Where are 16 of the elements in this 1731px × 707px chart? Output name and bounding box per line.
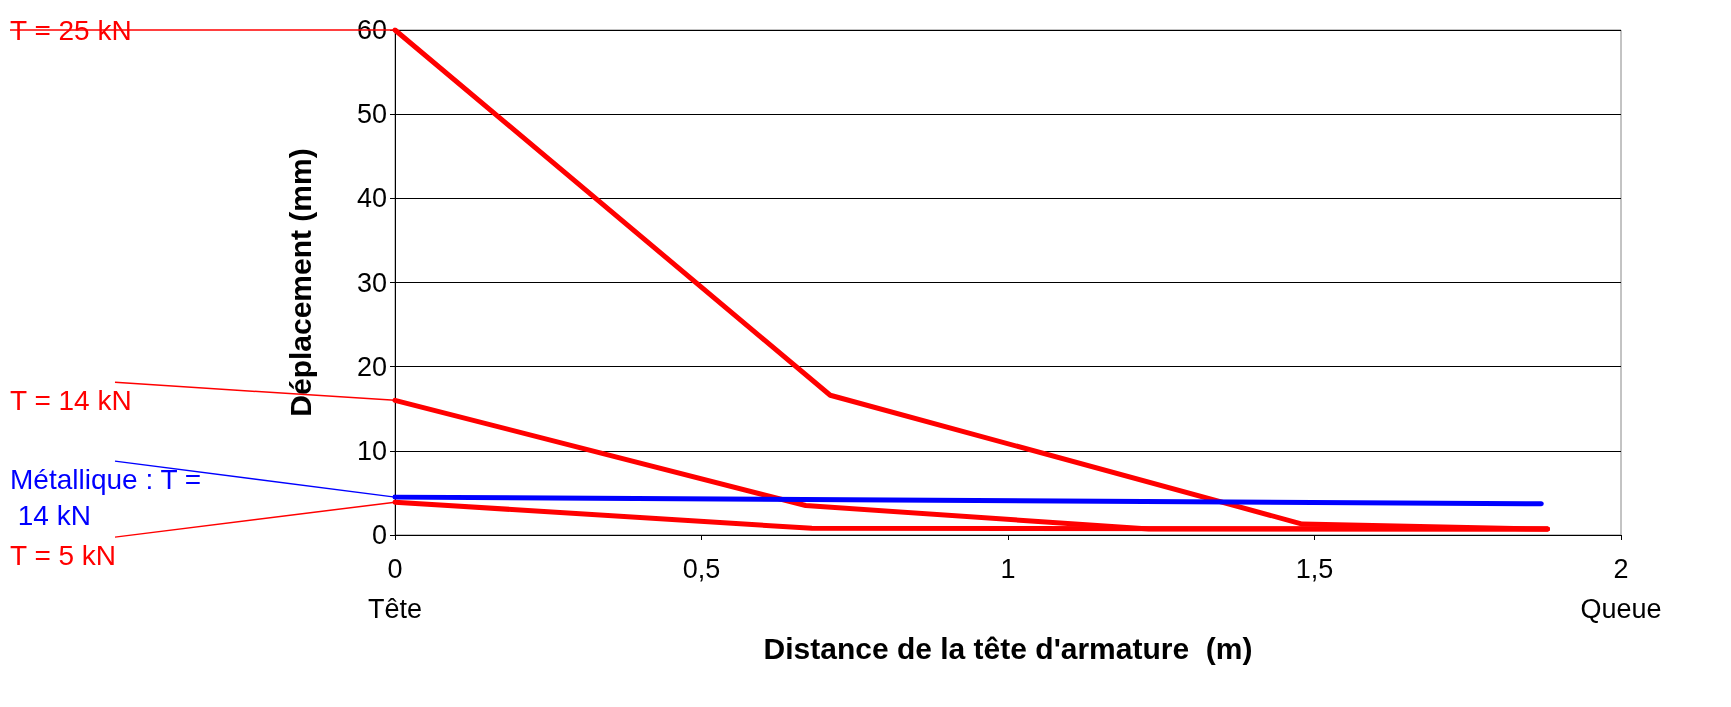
x-tick-label: 0,5 bbox=[682, 554, 721, 584]
y-tick-label: 10 bbox=[356, 435, 387, 466]
x-tick-label: 1 bbox=[1000, 554, 1016, 584]
y-tick-label: 50 bbox=[356, 99, 387, 130]
text: Métallique : T = 14 kN bbox=[10, 463, 202, 531]
y-tick-label: 40 bbox=[356, 183, 387, 214]
text: T = 14 kN bbox=[10, 384, 132, 416]
x-axis-title: Distance de la tête d'armature (m) bbox=[763, 632, 1253, 666]
y-tick-label: 20 bbox=[356, 351, 387, 382]
x-tick-label: 2 Queue bbox=[1580, 554, 1662, 624]
x-tick-label: 1,5 bbox=[1295, 554, 1334, 584]
y-tick-label: 30 bbox=[356, 267, 387, 298]
y-axis-title: Déplacement (mm) bbox=[283, 148, 317, 417]
x-tick-label: 0 Tête bbox=[367, 554, 423, 624]
text: T = 5 kN bbox=[10, 539, 117, 571]
y-tick-label: 0 bbox=[371, 520, 387, 550]
